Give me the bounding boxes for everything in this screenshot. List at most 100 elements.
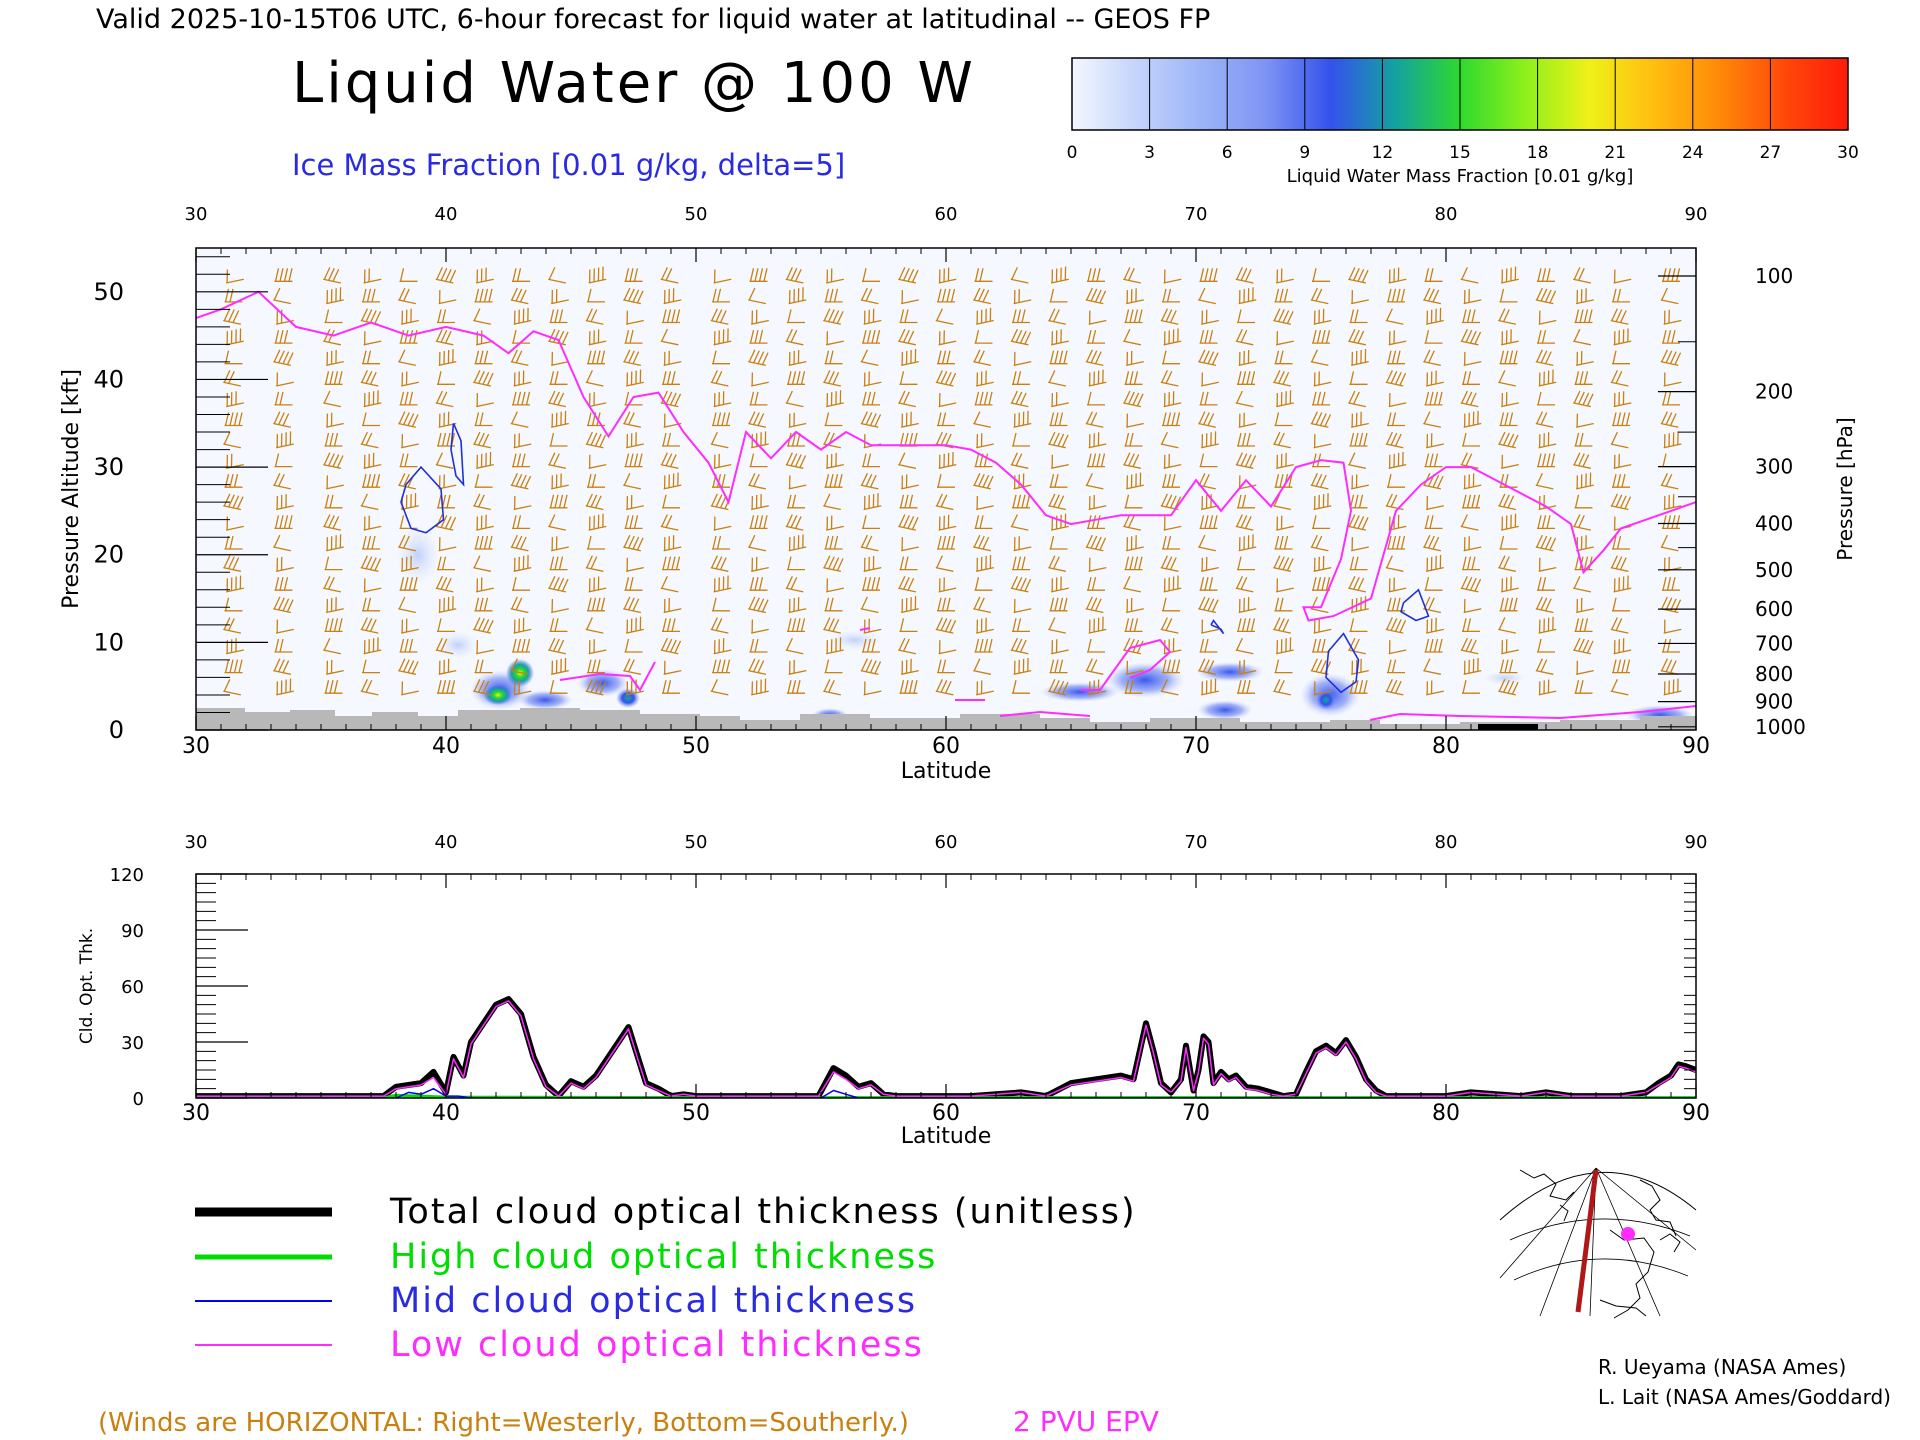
wind-barb: [1051, 639, 1069, 655]
wind-barb-feather: [1386, 431, 1393, 445]
wind-barb-feather: [763, 515, 768, 529]
wind-barb-feather: [937, 412, 942, 426]
wind-barb-feather: [447, 597, 450, 611]
wind-barb-feather: [907, 516, 915, 529]
wind-barb-feather: [1169, 495, 1177, 509]
wind-barb-feather: [233, 659, 239, 673]
wind-barb-feather: [1249, 455, 1257, 468]
wind-barb-feather: [624, 329, 630, 344]
wind-barb-shaft: [1201, 505, 1219, 511]
wind-barb-feather: [489, 451, 492, 466]
wind-barb-shaft: [976, 505, 994, 511]
wind-barb-feather: [1247, 597, 1250, 611]
wind-barb-feather: [937, 535, 942, 550]
wind-barb-feather: [1321, 329, 1326, 344]
wind-barb-shaft: [1163, 649, 1182, 655]
wind-barb-feather: [329, 432, 334, 447]
wind-barb-shaft: [273, 669, 291, 675]
wind-barb: [474, 474, 493, 488]
wind-barb: [1462, 494, 1481, 509]
bottom-upper-tick-label: 90: [1685, 832, 1708, 853]
wind-barb-shaft: [788, 669, 807, 675]
wind-barb-feather: [790, 576, 798, 590]
wind-barb-feather: [326, 475, 329, 489]
wind-barb-feather: [985, 617, 987, 632]
wind-barb-feather: [1466, 494, 1472, 508]
wind-barb-feather: [279, 638, 284, 653]
wind-barb-feather: [1311, 534, 1318, 548]
wind-barb-feather: [1541, 329, 1547, 344]
wind-barb: [935, 308, 954, 325]
wind-barb-feather: [1671, 329, 1676, 344]
wind-barb: [323, 576, 341, 593]
wind-barb-feather: [1051, 331, 1054, 345]
wind-barb-feather: [871, 577, 876, 591]
wind-barb-feather: [754, 268, 759, 282]
wind-barb-feather: [1024, 331, 1032, 345]
wind-barb-feather: [1246, 680, 1251, 694]
wind-barb-feather: [326, 413, 329, 428]
wind-barb-feather: [403, 412, 410, 425]
wind-barb-feather: [665, 638, 673, 652]
wind-barb-feather: [226, 331, 229, 345]
wind-barb-feather: [793, 536, 795, 550]
wind-barb-feather: [278, 473, 285, 487]
wind-barb: [1310, 349, 1329, 367]
wind-barb-feather: [979, 515, 984, 529]
wind-barb-feather: [564, 410, 567, 425]
wind-barb-feather: [399, 268, 405, 282]
colorbar-tick-labels: 0 3 6 9 12 15 18 21 24 27 30: [1067, 143, 1859, 163]
wind-barb: [474, 288, 493, 303]
wind-barb-feather: [1204, 638, 1209, 653]
wind-barb-feather: [1498, 370, 1506, 383]
wind-barb-shaft: [1576, 669, 1594, 675]
wind-barb: [1388, 640, 1407, 655]
wind-barb-feather: [366, 597, 372, 611]
wind-barb-feather: [715, 494, 723, 508]
wind-barb-feather: [1583, 371, 1589, 385]
wind-barb: [1663, 431, 1682, 449]
wind-barb-feather: [1316, 391, 1322, 406]
wind-barb-feather: [478, 494, 485, 508]
wind-barb-shaft: [326, 669, 344, 675]
wind-barb-feather: [512, 515, 517, 529]
wind-barb-feather: [901, 475, 904, 489]
wind-barb-feather: [721, 412, 726, 426]
wind-barb-shaft: [363, 463, 382, 469]
wind-barb-feather: [907, 268, 915, 282]
wind-barb-feather: [480, 268, 483, 282]
wind-barb-feather: [715, 371, 723, 384]
wind-barb-shaft: [1535, 484, 1554, 490]
wind-barb-feather: [1461, 514, 1468, 527]
wind-barb-shaft: [826, 525, 844, 531]
wind-barb-feather: [788, 413, 791, 428]
wind-barb-feather: [1126, 598, 1129, 613]
wind-barb-feather: [666, 371, 672, 385]
wind-barb: [223, 308, 241, 325]
wind-barb: [1013, 536, 1032, 552]
wind-barb-feather: [1391, 535, 1397, 550]
wind-barb-feather: [1616, 288, 1622, 303]
wind-barb: [1162, 350, 1180, 365]
wind-barb: [824, 350, 843, 365]
wind-barb: [713, 575, 732, 593]
wind-barb-feather: [872, 308, 875, 323]
wind-barb: [1535, 658, 1554, 675]
wind-barb-feather: [910, 411, 912, 426]
wind-barb-shaft: [510, 669, 529, 675]
wind-barb-feather: [1203, 597, 1210, 611]
wind-barb-feather: [901, 290, 904, 304]
wind-barb-feather: [413, 577, 418, 591]
wind-barb-feather: [1321, 638, 1326, 653]
wind-barb-shaft: [1463, 608, 1482, 614]
wind-barb-feather: [1165, 556, 1173, 569]
wind-barb-shaft: [1423, 546, 1441, 552]
wind-barb-feather: [1541, 515, 1547, 529]
wind-barb-feather: [661, 576, 668, 589]
wind-barb: [1538, 557, 1557, 572]
wind-barb-feather: [474, 535, 480, 550]
wind-barb-feather: [1435, 617, 1437, 632]
wind-barb-shaft: [751, 381, 769, 387]
wind-barb-shaft: [1610, 690, 1629, 696]
wind-barb-feather: [1468, 659, 1470, 674]
